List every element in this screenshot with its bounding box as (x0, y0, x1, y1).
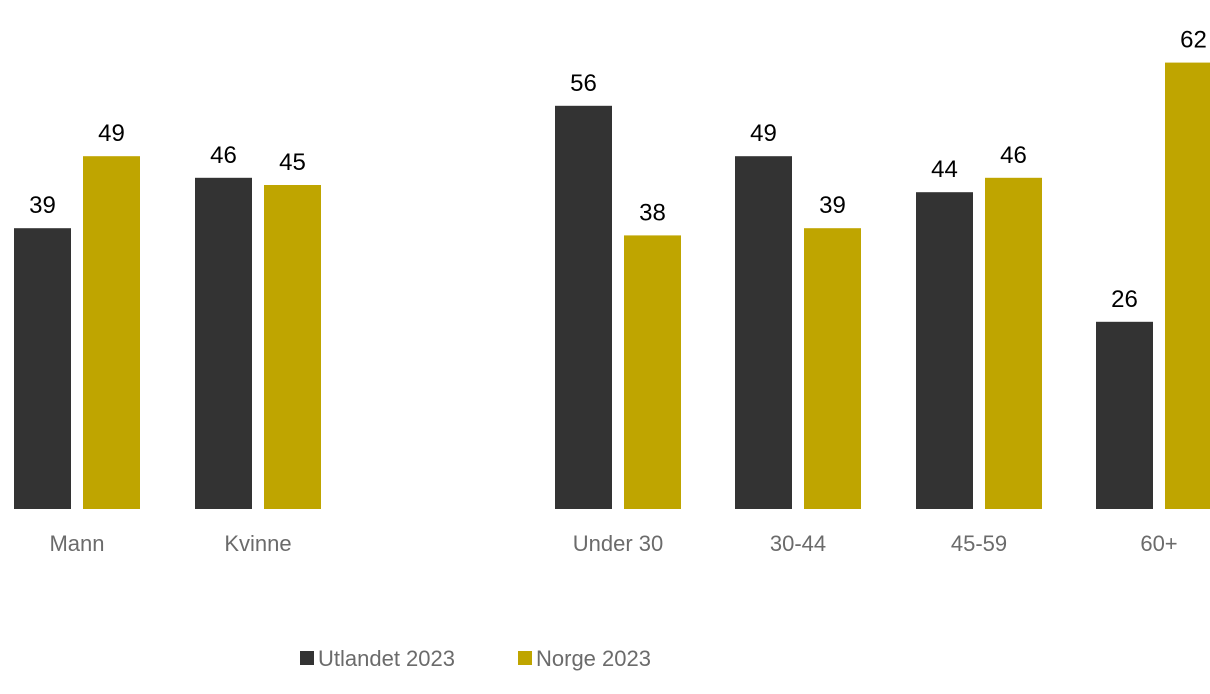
bar-utlandet-2023-60 (1096, 321, 1153, 509)
value-labels-layer: 39 49 46 45 56 38 49 39 44 46 26 62 (29, 27, 1207, 313)
category-label-mann: Mann (49, 531, 104, 556)
legend-label-utlandet-2023: Utlandet 2023 (318, 646, 455, 671)
bar-norge-2023-45-59 (985, 177, 1042, 510)
category-label-under-30: Under 30 (573, 531, 664, 556)
bar-norge-2023-under-30 (624, 235, 681, 509)
value-label-utlandet-2023-30-44: 49 (750, 120, 777, 147)
category-label-kvinne: Kvinne (224, 531, 291, 556)
bar-norge-2023-mann (83, 156, 140, 509)
bar-norge-2023-kvinne (264, 185, 321, 509)
value-label-norge-2023-kvinne: 45 (279, 149, 306, 176)
legend-swatch-utlandet-2023 (300, 651, 314, 665)
bar-utlandet-2023-under-30 (555, 105, 612, 510)
bar-utlandet-2023-45-59 (916, 192, 973, 509)
value-label-norge-2023-mann: 49 (98, 120, 125, 147)
bar-utlandet-2023-30-44 (735, 156, 792, 509)
value-label-utlandet-2023-kvinne: 46 (210, 142, 237, 169)
value-label-utlandet-2023-45-59: 44 (931, 156, 958, 183)
category-labels-layer: Mann Kvinne Under 30 30-44 45-59 60+ (49, 531, 1177, 556)
value-label-norge-2023-under-30: 38 (639, 199, 666, 226)
bar-norge-2023-60 (1165, 62, 1210, 509)
category-label-60: 60+ (1140, 531, 1177, 556)
legend-label-norge-2023: Norge 2023 (536, 646, 651, 671)
bar-utlandet-2023-mann (14, 228, 71, 509)
value-label-norge-2023-60: 62 (1180, 27, 1207, 54)
value-label-utlandet-2023-mann: 39 (29, 192, 56, 219)
value-label-utlandet-2023-under-30: 56 (570, 70, 597, 97)
bars-layer (14, 62, 1210, 510)
bar-norge-2023-30-44 (804, 228, 861, 509)
legend-swatch-norge-2023 (518, 651, 532, 665)
category-label-45-59: 45-59 (951, 531, 1007, 556)
value-label-utlandet-2023-60: 26 (1111, 286, 1138, 313)
category-label-30-44: 30-44 (770, 531, 826, 556)
legend: Utlandet 2023 Norge 2023 (300, 646, 651, 671)
value-label-norge-2023-30-44: 39 (819, 192, 846, 219)
value-label-norge-2023-45-59: 46 (1000, 142, 1027, 169)
bar-utlandet-2023-kvinne (195, 177, 252, 510)
